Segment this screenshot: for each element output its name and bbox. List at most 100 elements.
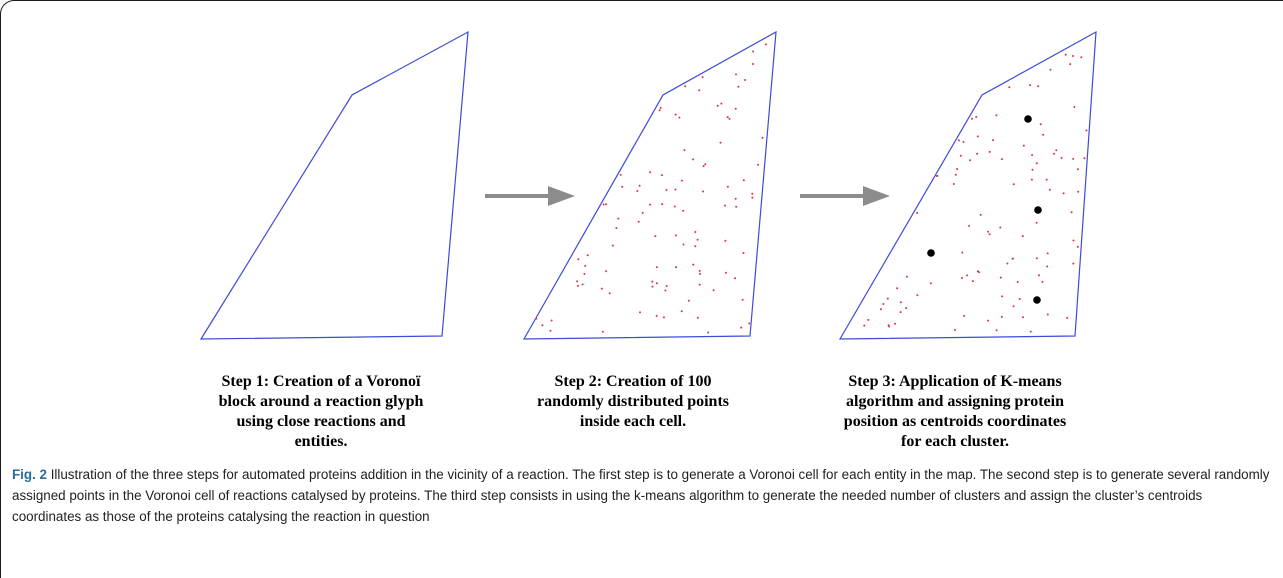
random-point	[683, 149, 686, 152]
random-point	[979, 213, 982, 216]
random-point	[894, 322, 897, 325]
random-point	[664, 289, 667, 292]
random-point	[649, 203, 652, 206]
centroid-point	[1024, 115, 1032, 123]
cluster-points	[863, 53, 1088, 333]
random-point	[1073, 106, 1076, 108]
random-point	[1039, 123, 1042, 126]
random-point	[761, 136, 764, 139]
random-point	[550, 319, 553, 322]
random-point	[701, 76, 704, 79]
random-point	[971, 280, 974, 283]
random-point	[1071, 55, 1074, 57]
random-point	[999, 276, 1002, 279]
random-point	[867, 318, 870, 321]
random-point	[1029, 330, 1032, 333]
random-point	[615, 227, 618, 230]
random-point	[751, 192, 754, 195]
random-point	[707, 331, 710, 334]
step-3-caption: Step 3: Application of K-means algorithm…	[843, 373, 1067, 450]
random-point	[724, 204, 726, 207]
random-point	[1046, 313, 1049, 316]
random-point	[704, 163, 707, 166]
random-point	[694, 245, 697, 248]
random-point	[535, 317, 538, 320]
voronoi-cell-step-3	[838, 30, 1097, 340]
random-point	[661, 203, 664, 206]
random-point	[886, 297, 889, 300]
random-point	[1064, 53, 1067, 56]
random-point	[712, 289, 715, 292]
random-point	[696, 316, 699, 319]
random-point	[899, 301, 902, 304]
random-point	[661, 174, 663, 177]
figure-label: Fig. 2	[12, 467, 47, 482]
random-point	[605, 270, 608, 273]
random-point	[1085, 129, 1088, 132]
random-point	[720, 102, 723, 105]
random-point	[879, 308, 882, 311]
random-point	[617, 217, 620, 220]
random-point	[995, 114, 998, 117]
random-point	[655, 314, 658, 317]
random-point	[751, 196, 754, 199]
random-point	[674, 234, 677, 237]
random-point	[698, 89, 701, 92]
random-point	[651, 280, 654, 283]
random-point	[976, 270, 979, 273]
random-point	[1060, 156, 1063, 159]
random-point	[692, 263, 695, 266]
random-point	[602, 203, 605, 206]
random-point	[744, 79, 747, 81]
random-point	[988, 233, 991, 236]
random-point	[662, 316, 665, 319]
random-point	[1069, 63, 1072, 66]
random-point	[737, 85, 740, 88]
random-point	[1018, 298, 1021, 300]
random-point	[1041, 280, 1044, 283]
random-point	[728, 117, 731, 120]
random-point	[748, 322, 751, 325]
random-point	[1031, 168, 1034, 171]
random-point	[1076, 245, 1079, 248]
random-point	[1046, 252, 1049, 255]
random-point	[976, 152, 979, 155]
random-point	[674, 113, 677, 116]
random-point	[698, 269, 701, 272]
random-point	[1011, 257, 1014, 260]
random-point	[694, 231, 697, 233]
random-point	[987, 319, 990, 322]
random-point	[1070, 211, 1073, 214]
random-point	[608, 292, 611, 295]
random-point	[680, 310, 683, 313]
random-point	[621, 185, 624, 188]
random-point	[742, 252, 745, 254]
random-point	[654, 235, 657, 238]
random-point	[956, 168, 959, 170]
random-point	[1083, 157, 1086, 160]
random-point	[1045, 178, 1048, 181]
random-point	[659, 106, 662, 109]
centroid-point	[1033, 296, 1041, 304]
random-point	[1066, 316, 1069, 319]
random-point	[1035, 257, 1038, 260]
random-point	[1072, 157, 1075, 160]
random-point	[916, 212, 919, 214]
random-point	[687, 299, 690, 302]
random-point	[929, 282, 932, 285]
random-point	[882, 303, 885, 305]
random-point	[1055, 149, 1058, 152]
random-point	[961, 277, 963, 279]
random-point	[741, 298, 744, 301]
random-point	[655, 282, 658, 285]
random-point	[637, 220, 640, 223]
random-point	[959, 154, 962, 157]
random-point	[638, 184, 641, 187]
random-point	[1076, 168, 1079, 171]
random-point	[702, 165, 705, 168]
random-point	[726, 116, 729, 119]
random-point	[1080, 56, 1083, 59]
arrow-1	[485, 186, 575, 206]
random-point	[581, 283, 584, 286]
random-point	[649, 171, 652, 174]
